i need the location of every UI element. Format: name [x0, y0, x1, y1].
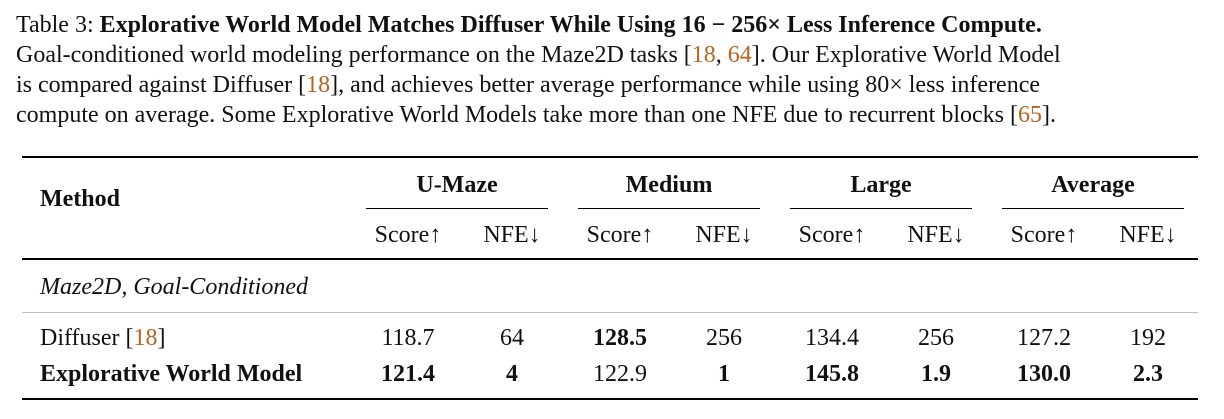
group-header-average: Average [1051, 172, 1135, 198]
caption-line-4: compute on average. Some Explorative Wor… [16, 100, 1212, 130]
method-name-end: ] [157, 325, 166, 351]
subheader-nfe: NFE↓ [907, 222, 965, 248]
table-row-method: Diffuser [18] [40, 325, 166, 352]
caption-text: , [715, 42, 728, 68]
citation-link[interactable]: 18 [133, 325, 158, 351]
table-header-rule [22, 258, 1198, 260]
caption-line-2: Goal-conditioned world modeling performa… [16, 40, 1212, 70]
section-label: Maze2D, Goal-Conditioned [40, 274, 308, 300]
caption-text: is compared against Diffuser [ [16, 72, 307, 98]
caption-label: Table 3: [16, 12, 94, 38]
section-rule [22, 312, 1198, 313]
caption-text: ], and achieves better average performan… [330, 72, 1041, 98]
group-underline [790, 208, 972, 209]
subheader-score: Score↑ [586, 222, 654, 248]
caption-title: Explorative World Model Matches Diffuser… [99, 12, 1042, 38]
group-underline [1002, 208, 1184, 209]
caption-text: Goal-conditioned world modeling performa… [16, 42, 692, 68]
group-header-medium: Medium [625, 172, 713, 198]
citation-link[interactable]: 64 [727, 42, 752, 68]
table-cell-best: 130.0 [1017, 361, 1071, 387]
group-underline [366, 208, 548, 209]
citation-link[interactable]: 18 [306, 72, 331, 98]
table-cell: 118.7 [381, 325, 435, 351]
table-row-method: Explorative World Model [40, 361, 303, 387]
table-cell: 122.9 [593, 361, 647, 387]
subheader-score: Score↑ [798, 222, 866, 248]
group-header-large: Large [850, 172, 912, 198]
table-cell-best: 1 [718, 361, 730, 387]
table-cell: 127.2 [1017, 325, 1071, 351]
caption-text: ]. Our Explorative World Model [751, 42, 1061, 68]
table-cell-best: 121.4 [381, 361, 435, 387]
group-underline [578, 208, 760, 209]
table-cell: 192 [1130, 325, 1166, 351]
method-name: Diffuser [ [40, 325, 134, 351]
table-cell: 134.4 [805, 325, 859, 351]
subheader-nfe: NFE↓ [483, 222, 541, 248]
caption-text: compute on average. Some Explorative Wor… [16, 102, 1018, 128]
citation-link[interactable]: 65 [1018, 102, 1042, 128]
subheader-nfe: NFE↓ [695, 222, 753, 248]
subheader-nfe: NFE↓ [1119, 222, 1177, 248]
caption-text: ]. [1042, 102, 1056, 128]
caption-line-1: Table 3: Explorative World Model Matches… [16, 10, 1212, 40]
table-cell-best: 4 [506, 361, 518, 387]
table-cell-best: 2.3 [1133, 361, 1163, 387]
table-cell: 256 [918, 325, 954, 351]
group-header-umaze: U-Maze [416, 172, 498, 198]
table-cell: 64 [500, 325, 524, 351]
caption-line-3: is compared against Diffuser [18], and a… [16, 70, 1212, 100]
table-cell-best: 1.9 [921, 361, 951, 387]
subheader-score: Score↑ [374, 222, 442, 248]
table-cell: 256 [706, 325, 742, 351]
table-top-rule [22, 156, 1198, 158]
method-header: Method [40, 186, 120, 212]
table-caption: Table 3: Explorative World Model Matches… [16, 10, 1212, 130]
citation-link[interactable]: 18 [691, 42, 716, 68]
table-cell-best: 145.8 [805, 361, 859, 387]
subheader-score: Score↑ [1010, 222, 1078, 248]
table-cell-best: 128.5 [593, 325, 647, 351]
table-bottom-rule [22, 398, 1198, 400]
